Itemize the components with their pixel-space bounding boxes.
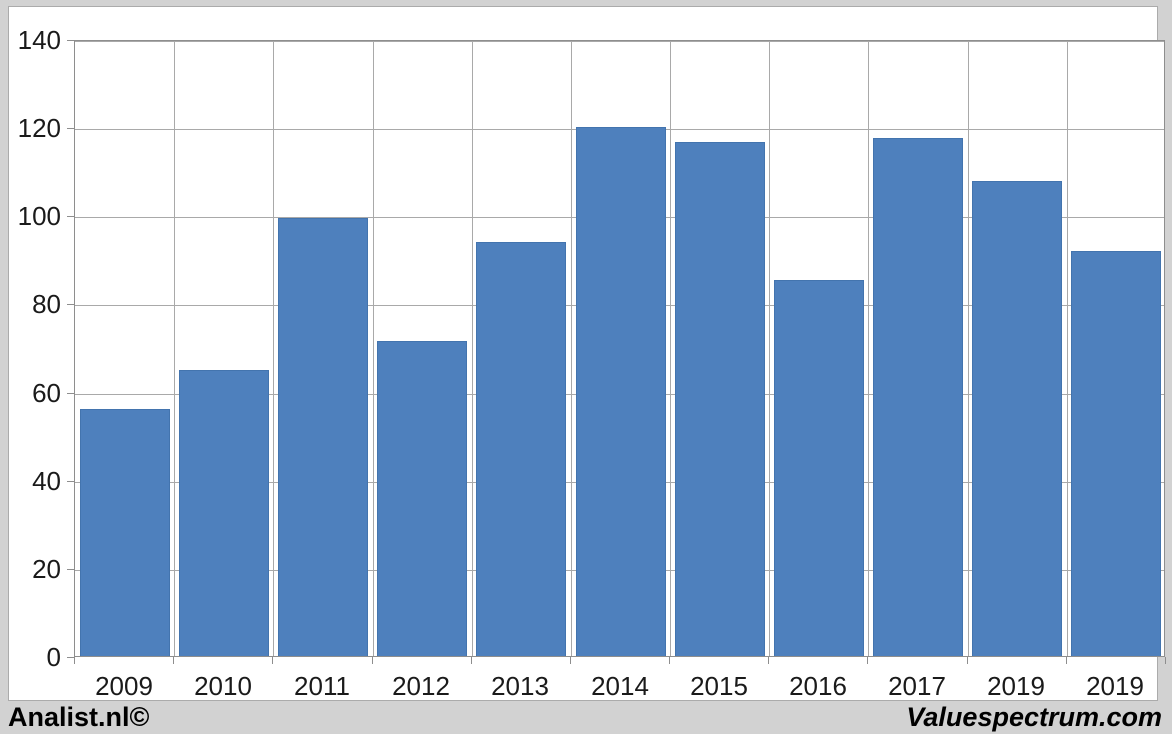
x-tick-label-7: 2016 [789, 671, 847, 701]
y-tick-mark-60 [67, 393, 74, 394]
x-tick-mark-7 [768, 657, 769, 664]
y-tick-label-80: 80 [32, 289, 61, 319]
y-tick-label-60: 60 [32, 378, 61, 408]
y-tick-mark-140 [67, 40, 74, 41]
bar-2016-7 [773, 280, 864, 656]
y-tick-mark-20 [67, 569, 74, 570]
bar-2012-3 [377, 340, 468, 656]
gridline-x-9 [968, 41, 969, 656]
x-tick-label-9: 2019 [987, 671, 1045, 701]
gridline-y-140 [75, 41, 1164, 42]
y-tick-label-140: 140 [17, 25, 61, 55]
x-tick-mark-2 [272, 657, 273, 664]
y-tick-label-20: 20 [32, 554, 61, 584]
gridline-x-1 [174, 41, 175, 656]
x-tick-label-5: 2014 [591, 671, 649, 701]
y-tick-label-100: 100 [17, 201, 61, 231]
y-tick-label-0: 0 [46, 642, 61, 672]
gridline-x-8 [868, 41, 869, 656]
bar-2009-0 [79, 409, 170, 656]
y-tick-mark-40 [67, 481, 74, 482]
bar-2017-8 [873, 137, 964, 656]
footer-brand-analist: Analist.nl© [8, 702, 150, 732]
x-tick-mark-8 [867, 657, 868, 664]
gridline-x-7 [769, 41, 770, 656]
plot-area [74, 40, 1165, 657]
gridline-x-5 [571, 41, 572, 656]
x-tick-mark-11 [1165, 657, 1166, 664]
x-tick-mark-6 [669, 657, 670, 664]
x-tick-label-6: 2015 [690, 671, 748, 701]
y-tick-mark-80 [67, 304, 74, 305]
bar-2011-2 [277, 217, 368, 656]
x-tick-mark-10 [1066, 657, 1067, 664]
y-tick-mark-0 [67, 657, 74, 658]
x-tick-mark-1 [173, 657, 174, 664]
chart-panel: 0 20 40 60 80 100 120 140 2009 2010 2011 2012 2013 2… [8, 6, 1166, 701]
y-tick-label-120: 120 [17, 113, 61, 143]
gridline-x-2 [273, 41, 274, 656]
x-tick-label-8: 2017 [888, 671, 946, 701]
gridline-x-3 [373, 41, 374, 656]
y-tick-label-40: 40 [32, 466, 61, 496]
x-tick-label-1: 2010 [194, 671, 252, 701]
x-tick-mark-9 [967, 657, 968, 664]
gridline-x-10 [1067, 41, 1068, 656]
footer-brand-valuespectrum: Valuespectrum.com [906, 702, 1162, 732]
bar-2015-6 [674, 141, 765, 656]
x-tick-label-4: 2013 [491, 671, 549, 701]
x-tick-label-0: 2009 [95, 671, 153, 701]
bar-2010-1 [178, 370, 269, 656]
x-tick-mark-0 [74, 657, 75, 664]
x-tick-label-2: 2011 [294, 671, 350, 701]
bar-2019-9 [972, 180, 1063, 656]
gridline-x-6 [670, 41, 671, 656]
bar-2019-10 [1071, 250, 1162, 656]
gridline-x-4 [472, 41, 473, 656]
y-tick-mark-120 [67, 128, 74, 129]
x-tick-label-3: 2012 [392, 671, 450, 701]
x-tick-label-10: 2019 [1086, 671, 1144, 701]
bar-2014-5 [575, 127, 666, 656]
x-tick-mark-5 [570, 657, 571, 664]
x-tick-mark-4 [471, 657, 472, 664]
x-tick-mark-3 [372, 657, 373, 664]
y-tick-mark-100 [67, 216, 74, 217]
bar-2013-4 [476, 241, 567, 656]
